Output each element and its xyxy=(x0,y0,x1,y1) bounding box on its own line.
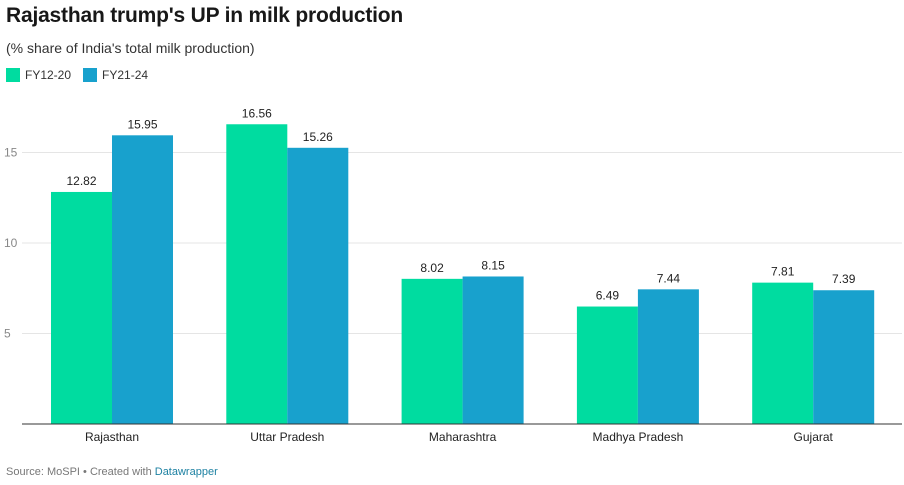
data-label-fy12-20-0: 12.82 xyxy=(66,174,96,188)
data-label-fy12-20-3: 6.49 xyxy=(596,289,620,303)
data-label-fy12-20-1: 16.56 xyxy=(242,106,272,120)
bar-fy21-24-0 xyxy=(112,135,173,424)
bar-fy12-20-2 xyxy=(401,278,463,424)
source-note: Source: MoSPI • Created with xyxy=(6,466,155,478)
bar-fy21-24-2 xyxy=(462,276,524,424)
legend-label-fy21-24: FY21-24 xyxy=(102,68,149,82)
x-tick-label-1: Uttar Pradesh xyxy=(250,430,324,444)
bar-fy12-20-0 xyxy=(51,191,112,424)
legend: FY12-20 FY21-24 xyxy=(6,68,148,82)
bar-fy21-24-4 xyxy=(813,290,875,424)
datawrapper-link[interactable]: Datawrapper xyxy=(154,466,218,478)
x-tick-label-2: Maharashtra xyxy=(429,430,497,444)
bar-fy21-24-1 xyxy=(287,147,349,424)
data-label-fy21-24-3: 7.44 xyxy=(657,271,681,285)
chart-title: Rajasthan trump's UP in milk production xyxy=(6,4,404,27)
bar-fy12-20-1 xyxy=(226,124,288,424)
bar-chart: 5 10 15 12.82 15.95 Rajasthan 16.56 15.26 Uttar … xyxy=(4,106,902,444)
legend-item-fy21-24: FY21-24 xyxy=(83,68,148,82)
data-label-fy12-20-2: 8.02 xyxy=(420,261,444,275)
chart-subtitle: (% share of India's total milk productio… xyxy=(6,40,255,56)
legend-label-fy12-20: FY12-20 xyxy=(25,68,72,82)
x-tick-label-4: Gujarat xyxy=(794,430,834,444)
y-tick-label-10: 10 xyxy=(4,236,18,250)
bar-fy12-20-4 xyxy=(752,282,814,424)
data-label-fy21-24-4: 7.39 xyxy=(832,272,856,286)
y-tick-label-5: 5 xyxy=(4,327,11,341)
data-label-fy21-24-0: 15.95 xyxy=(127,117,157,131)
legend-swatch-fy21-24 xyxy=(83,68,98,82)
legend-item-fy12-20: FY12-20 xyxy=(6,68,71,82)
footer: Source: MoSPI • Created with Datawrapper xyxy=(6,466,218,478)
data-label-fy21-24-2: 8.15 xyxy=(481,258,505,272)
legend-swatch-fy12-20 xyxy=(6,68,20,82)
data-label-fy12-20-4: 7.81 xyxy=(771,265,795,279)
x-tick-label-0: Rajasthan xyxy=(85,430,139,444)
data-label-fy21-24-1: 15.26 xyxy=(303,130,333,144)
x-tick-label-3: Madhya Pradesh xyxy=(593,430,684,444)
y-tick-label-15: 15 xyxy=(4,146,18,160)
bar-fy12-20-3 xyxy=(576,306,638,424)
bar-fy21-24-3 xyxy=(637,289,699,424)
